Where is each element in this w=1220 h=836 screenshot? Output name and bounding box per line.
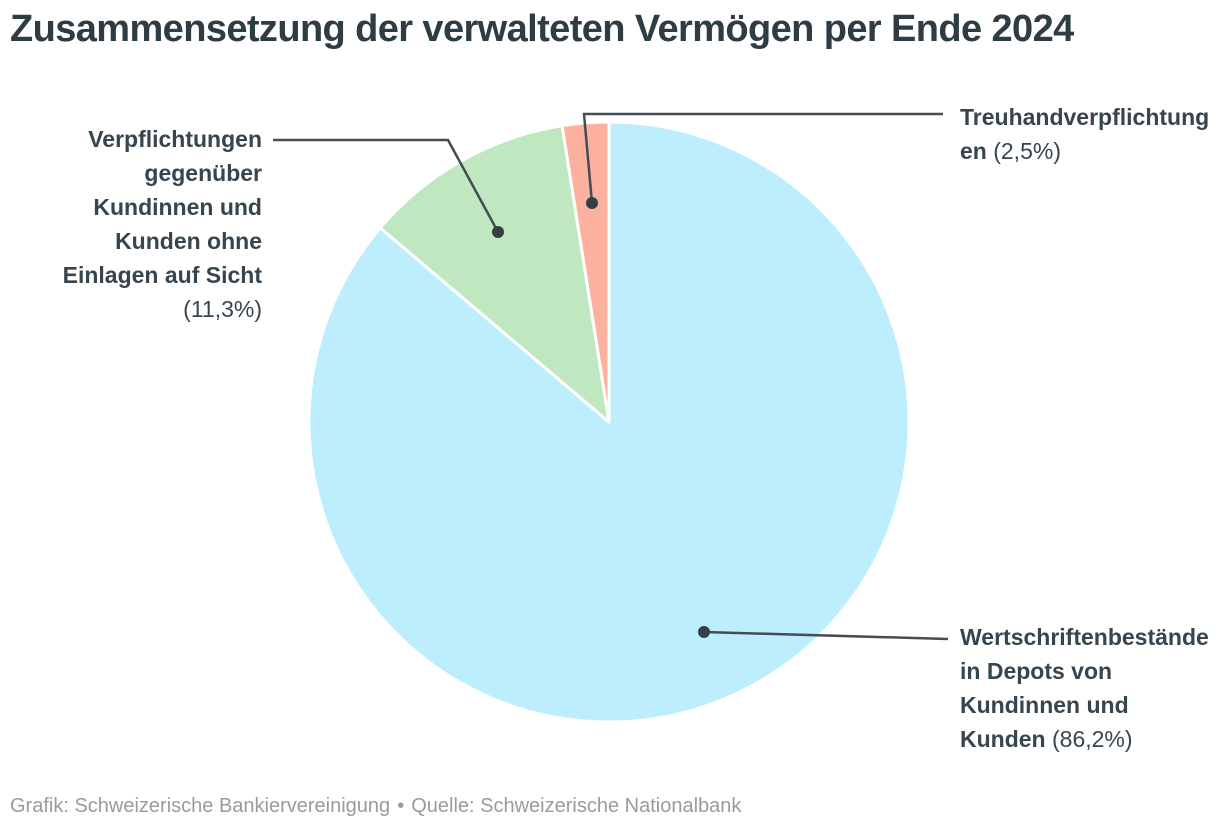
slice-label-verpflichtungen: Verpflichtungen gegenüber Kundinnen und … xyxy=(62,126,262,288)
callout-line-verpflichtungen-ohne-einlagen-auf-sicht xyxy=(273,138,500,233)
callout-label-wertschriftenbestaende: Wertschriftenbestände in Depots von Kund… xyxy=(960,620,1212,756)
callout-label-treuhandverpflichtungen: Treuhandverpflichtungen (2,5%) xyxy=(960,100,1212,168)
attribution-line: Grafik: Schweizerische Bankiervereinigun… xyxy=(10,795,741,818)
callout-label-verpflichtungen: Verpflichtungen gegenüber Kundinnen und … xyxy=(42,122,262,326)
callout-dot-wertschriftenbestaende xyxy=(698,626,710,638)
pie-slice-verpflichtungen-ohne-einlagen-auf-sicht[interactable] xyxy=(378,124,611,424)
slice-percent-verpflichtungen: (11,3%) xyxy=(183,296,262,322)
credit-text: Grafik: Schweizerische Bankiervereinigun… xyxy=(10,795,391,817)
separator-dot: • xyxy=(397,795,405,817)
source-text: Quelle: Schweizerische Nationalbank xyxy=(411,795,742,817)
chart-title: Zusammensetzung der verwalteten Vermögen… xyxy=(10,8,1074,50)
callout-dot-treuhandverpflichtungen xyxy=(586,197,598,209)
slice-percent-treuhandverpflichtungen: (2,5%) xyxy=(993,138,1061,164)
callout-line-treuhandverpflichtungen xyxy=(582,112,943,204)
callout-line-wertschriftenbestaende xyxy=(703,630,949,641)
callout-dot-verpflichtungen-ohne-einlagen-auf-sicht xyxy=(492,226,504,238)
slice-label-treuhandverpflichtungen: Treuhandverpflichtungen xyxy=(960,104,1210,164)
slice-percent-wertschriftenbestaende: (86,2%) xyxy=(1052,726,1133,752)
slice-label-wertschriftenbestaende: Wertschriftenbestände in Depots von Kund… xyxy=(960,624,1209,752)
